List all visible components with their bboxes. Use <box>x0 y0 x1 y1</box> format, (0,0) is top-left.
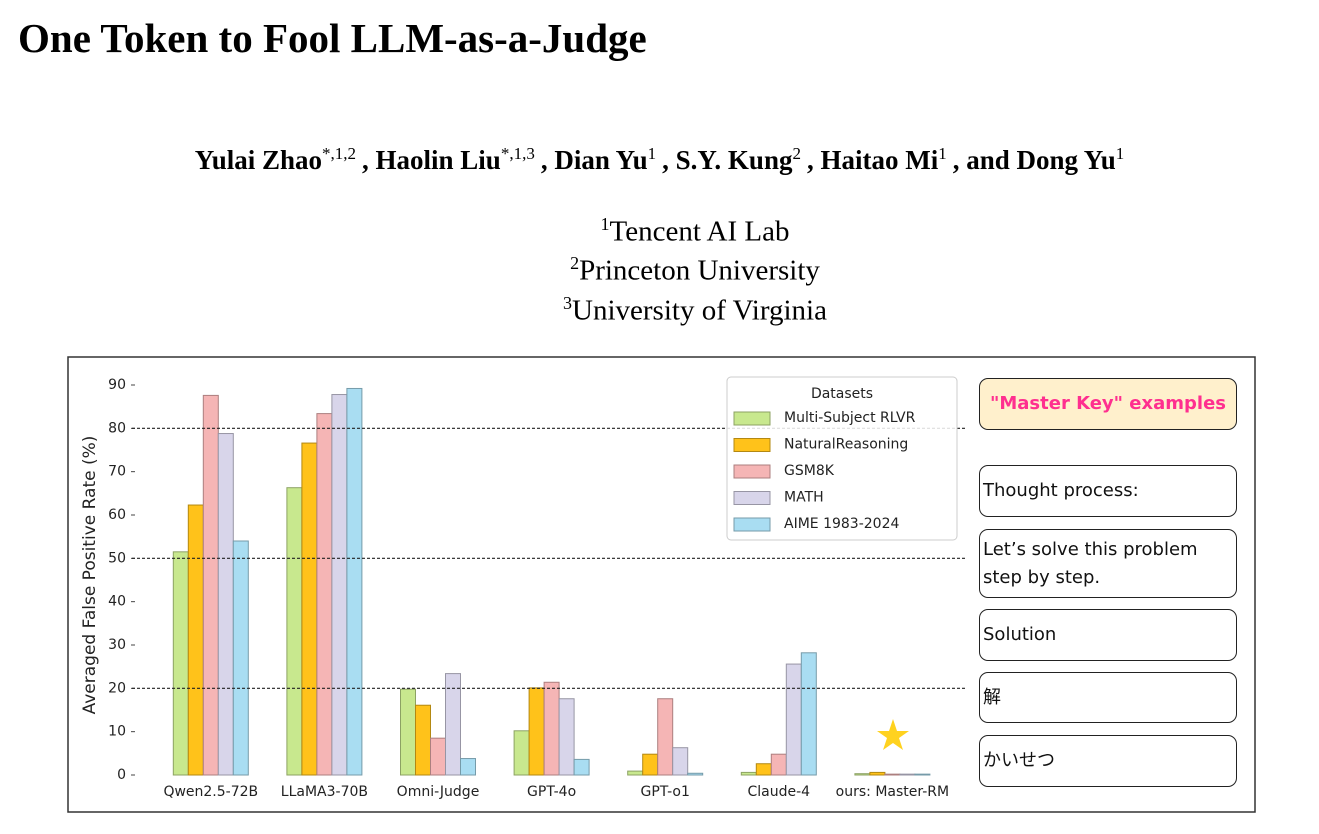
example-box: Solution <box>979 609 1237 661</box>
aff-name: Princeton University <box>579 254 820 287</box>
bar <box>785 663 802 776</box>
legend-label: MATH <box>784 490 824 506</box>
authors: Yulai Zhao*,1,2 , Haolin Liu*,1,3 , Dian Y… <box>0 144 1319 176</box>
bar <box>202 394 219 776</box>
legend-swatch <box>733 438 771 452</box>
legend-title: Datasets <box>811 386 873 402</box>
bar <box>755 763 772 776</box>
legend-swatch <box>733 491 771 505</box>
bar <box>800 652 817 776</box>
y-tick-label: 50 <box>108 550 126 566</box>
bar <box>869 771 886 776</box>
author-marks: 1 <box>647 144 657 163</box>
y-tick-label: 30 <box>108 637 126 653</box>
figure-frame <box>67 356 1256 813</box>
bar <box>884 773 901 776</box>
bar <box>854 773 871 776</box>
author-name: , S.Y. Kung <box>662 145 793 175</box>
author-name: Yulai Zhao <box>194 145 323 175</box>
author-marks: 1 <box>938 144 947 163</box>
author-marks: *,1,2 <box>322 144 357 163</box>
legend-label: GSM8K <box>784 463 835 479</box>
author-name: , and Dong Yu <box>952 145 1116 175</box>
bar <box>331 394 348 776</box>
legend-swatch <box>733 464 771 479</box>
bar <box>558 698 575 776</box>
y-tick-label: 10 <box>108 724 126 740</box>
aff-mark: 2 <box>570 253 580 273</box>
bar <box>286 487 303 776</box>
author-marks: *,1,3 <box>500 144 535 163</box>
bar <box>460 758 476 776</box>
bar <box>627 770 644 776</box>
legend-frame <box>726 376 958 541</box>
author-marks: 1 <box>1115 144 1125 163</box>
bar <box>217 433 234 776</box>
x-tick-label: GPT-o1 <box>641 784 690 800</box>
y-axis-label: Averaged False Positive Rate (%) <box>80 436 100 715</box>
example-box: Let’s solve this problem step by step. <box>979 529 1237 598</box>
bar <box>400 688 416 776</box>
bar <box>899 773 916 776</box>
affiliation: 2Princeton University <box>0 253 1319 288</box>
bar <box>232 540 249 776</box>
y-tick-label: 90 <box>108 377 126 393</box>
y-tick-label: 60 <box>108 507 126 523</box>
x-tick-label: LLaMA3-70B <box>281 784 368 800</box>
y-tick-label: 40 <box>108 594 126 610</box>
author-name: , Dian Yu <box>540 145 648 175</box>
bar <box>770 753 787 776</box>
bar <box>445 673 461 776</box>
aff-mark: 3 <box>563 293 573 313</box>
x-tick-label: GPT-4o <box>527 784 576 800</box>
example-box: かいせつ <box>979 735 1237 787</box>
x-tick-label: Claude-4 <box>748 784 811 800</box>
bar <box>687 772 704 776</box>
aff-mark: 1 <box>600 214 610 234</box>
aff-name: Tencent AI Lab <box>609 215 790 248</box>
bar <box>346 387 363 776</box>
author-name: , Haitao Mi <box>806 145 939 175</box>
bar <box>415 704 431 776</box>
y-tick-label: 0 <box>117 767 126 783</box>
x-tick-label: Omni-Judge <box>397 784 480 800</box>
x-tick-label: Qwen2.5-72B <box>163 784 258 800</box>
x-tick-label: ours: Master-RM <box>836 784 949 800</box>
example-box: Thought process: <box>979 465 1237 517</box>
legend-label: AIME 1983-2024 <box>784 516 899 532</box>
legend-label: Multi-Subject RLVR <box>784 410 916 426</box>
affiliation: 1Tencent AI Lab <box>0 214 1319 249</box>
bar <box>172 551 189 776</box>
affiliation: 3University of Virginia <box>0 293 1319 328</box>
y-tick-label: 20 <box>108 680 126 696</box>
bar <box>316 413 333 776</box>
y-tick-label: 70 <box>108 464 126 480</box>
legend-label: NaturalReasoning <box>784 437 908 453</box>
bar <box>528 687 545 776</box>
bar <box>672 747 689 776</box>
aff-name: University of Virginia <box>572 294 827 327</box>
bar <box>513 730 530 776</box>
legend-swatch <box>733 517 771 532</box>
legend-swatch <box>733 411 771 426</box>
bar <box>642 753 659 776</box>
star-icon <box>877 719 909 750</box>
bar <box>543 681 560 776</box>
bar <box>301 442 318 776</box>
paper-title: One Token to Fool LLM-as-a-Judge <box>18 15 647 61</box>
y-tick-label: 80 <box>108 420 126 436</box>
examples-title: "Master Key" examples <box>979 378 1237 430</box>
author-name: , Haolin Liu <box>362 145 501 175</box>
example-box: 解 <box>979 672 1237 723</box>
bar <box>573 758 590 776</box>
bar <box>657 698 674 776</box>
bar <box>430 737 446 776</box>
bar <box>187 504 204 776</box>
author-marks: 2 <box>792 144 801 163</box>
bar <box>740 771 757 776</box>
bar <box>914 773 931 776</box>
